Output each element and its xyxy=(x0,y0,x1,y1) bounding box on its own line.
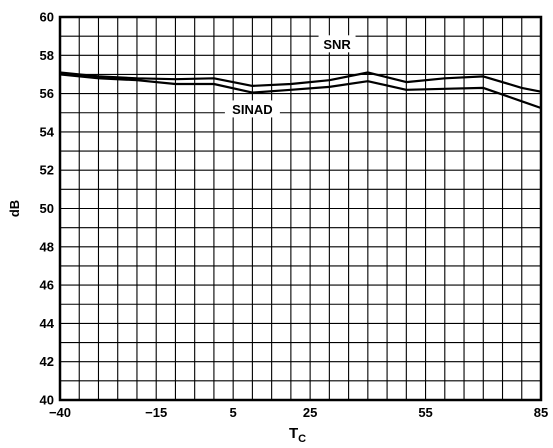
x-tick-labels: −40 −15 5 25 55 85 xyxy=(49,405,548,420)
series-lines xyxy=(59,71,542,110)
series-label-background xyxy=(318,35,356,53)
x-axis-label-main: T xyxy=(289,425,298,442)
y-tick-label: 60 xyxy=(40,10,54,25)
series-label-background xyxy=(224,100,280,118)
series-line-sinad xyxy=(59,73,542,110)
y-tick-label: 40 xyxy=(40,393,54,408)
series-label-sinad: SINAD xyxy=(232,102,272,117)
x-axis-label-subscript: C xyxy=(298,433,306,445)
y-tick-label: 46 xyxy=(40,278,54,293)
y-tick-label: 58 xyxy=(40,48,54,63)
x-tick-label: 25 xyxy=(303,405,317,420)
x-tick-label: 55 xyxy=(418,405,432,420)
y-tick-label: 48 xyxy=(40,239,54,254)
y-tick-label: 56 xyxy=(40,86,54,101)
series-line-snr xyxy=(59,71,542,93)
plot-frame xyxy=(58,15,543,402)
grid-lines xyxy=(60,17,541,400)
x-axis-label: TC xyxy=(289,425,306,445)
x-tick-label: −15 xyxy=(145,405,167,420)
y-tick-label: 54 xyxy=(40,124,55,139)
y-axis-label: dB xyxy=(7,200,22,217)
x-tick-label: −40 xyxy=(49,405,71,420)
y-tick-labels: 40 42 44 46 48 50 52 54 56 58 60 xyxy=(40,10,55,408)
x-tick-label: 85 xyxy=(534,405,548,420)
x-tick-label: 5 xyxy=(230,405,237,420)
y-tick-label: 42 xyxy=(40,354,54,369)
y-tick-label: 44 xyxy=(40,316,55,331)
series-labels: SNR SINAD xyxy=(224,35,356,118)
y-tick-label: 50 xyxy=(40,201,54,216)
series-label-snr: SNR xyxy=(323,37,351,52)
y-tick-label: 52 xyxy=(40,163,54,178)
